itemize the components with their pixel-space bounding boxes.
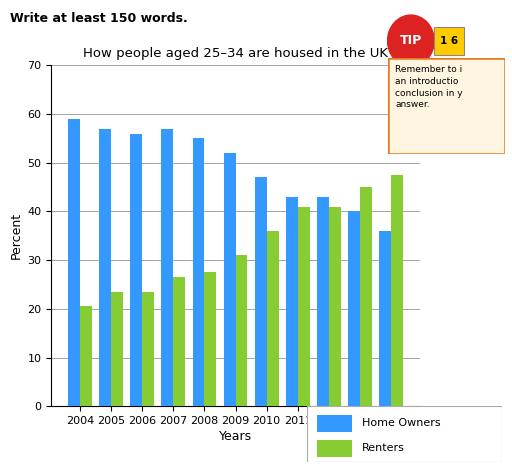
- FancyBboxPatch shape: [307, 406, 502, 462]
- Bar: [391, 175, 403, 406]
- Text: Renters: Renters: [361, 443, 404, 453]
- FancyBboxPatch shape: [388, 58, 505, 154]
- Bar: [267, 231, 279, 406]
- Bar: [161, 129, 173, 406]
- Text: Remember to i
an introductio
conclusion in y
answer.: Remember to i an introductio conclusion …: [395, 65, 463, 109]
- Text: Write at least 150 words.: Write at least 150 words.: [10, 12, 188, 25]
- Bar: [236, 255, 247, 406]
- Text: 1 6: 1 6: [440, 36, 458, 46]
- Bar: [360, 187, 372, 406]
- Bar: [204, 272, 216, 406]
- Bar: [317, 197, 329, 406]
- Bar: [193, 138, 204, 406]
- Bar: [224, 153, 236, 406]
- Bar: [173, 277, 185, 406]
- X-axis label: Years: Years: [219, 430, 252, 443]
- Bar: [68, 119, 80, 406]
- Text: Home Owners: Home Owners: [361, 418, 440, 428]
- Bar: [348, 212, 360, 406]
- Circle shape: [388, 15, 434, 67]
- Bar: [99, 129, 111, 406]
- Text: TIP: TIP: [400, 35, 422, 47]
- Bar: [255, 177, 267, 406]
- Bar: [80, 306, 92, 406]
- Bar: [286, 197, 298, 406]
- Y-axis label: Percent: Percent: [10, 212, 23, 259]
- Bar: [317, 415, 352, 432]
- Title: How people aged 25–34 are housed in the UK: How people aged 25–34 are housed in the …: [83, 47, 388, 60]
- Bar: [130, 134, 142, 406]
- Bar: [142, 292, 154, 406]
- Bar: [329, 206, 341, 406]
- Bar: [111, 292, 123, 406]
- Bar: [379, 231, 391, 406]
- Bar: [298, 206, 310, 406]
- FancyBboxPatch shape: [434, 27, 464, 55]
- Bar: [317, 440, 352, 457]
